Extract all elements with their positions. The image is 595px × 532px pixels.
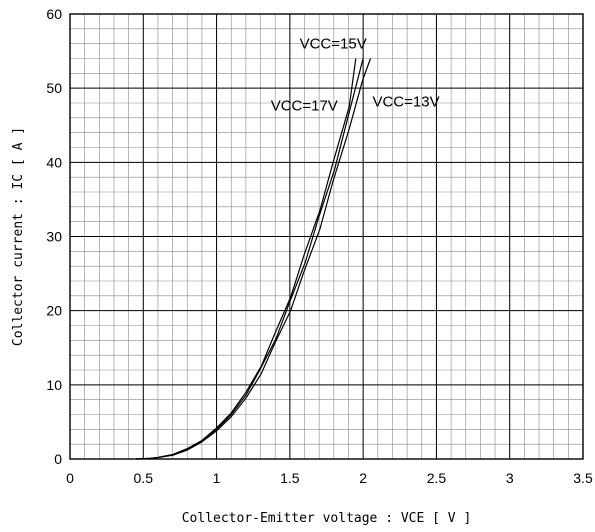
curve-annotations: VCC=15V VCC=17V VCC=13V [271,36,440,115]
series-label: VCC=15V [300,36,367,53]
major-grid [70,14,583,459]
y-tick-labels: 0 10 20 30 40 50 60 [46,6,62,467]
y-tick-label: 20 [46,303,62,319]
series-line-vcc-13v [135,58,372,460]
y-tick-label: 60 [46,6,62,22]
y-tick-label: 0 [54,451,62,467]
x-tick-label: 1 [213,470,221,486]
x-tick-label: 0.5 [134,470,154,486]
x-tick-label: 3 [506,470,514,486]
x-tick-labels: 0 0.5 1 1.5 2 2.5 3 3.5 [66,470,593,486]
series-layer [135,58,372,460]
y-tick-label: 50 [46,80,62,96]
y-tick-label: 10 [46,377,62,393]
x-axis-title: Collector-Emitter voltage : VCE [ V ] [182,511,472,526]
plot-frame [69,13,584,460]
series-line-vcc-15v [135,58,364,460]
x-tick-label: 0 [66,470,74,486]
y-tick-label: 40 [46,154,62,170]
y-axis-title: Collector current : IC [ A ] [11,127,26,346]
x-tick-label: 2 [359,470,367,486]
x-tick-label: 2.5 [427,470,447,486]
x-tick-label: 1.5 [280,470,300,486]
x-tick-label: 3.5 [573,470,593,486]
series-label: VCC=13V [372,94,439,111]
y-tick-label: 30 [46,229,62,245]
series-label: VCC=17V [271,98,338,115]
